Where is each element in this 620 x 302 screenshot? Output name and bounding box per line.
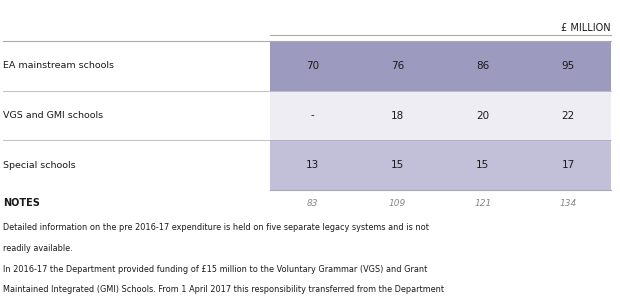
- Text: 18: 18: [391, 111, 404, 120]
- Text: In 2016-17 the Department provided funding of £15 million to the Voluntary Gramm: In 2016-17 the Department provided fundi…: [3, 265, 427, 274]
- Text: 17: 17: [562, 160, 575, 170]
- Text: 83: 83: [306, 199, 318, 208]
- Text: -: -: [311, 111, 314, 120]
- Bar: [270, 91, 611, 140]
- Text: Maintained Integrated (GMI) Schools. From 1 April 2017 this responsibility trans: Maintained Integrated (GMI) Schools. Fro…: [3, 285, 444, 294]
- Bar: [270, 140, 611, 190]
- Text: 13: 13: [306, 160, 319, 170]
- Text: 95: 95: [562, 61, 575, 71]
- Text: 15: 15: [476, 160, 489, 170]
- Text: 15: 15: [391, 160, 404, 170]
- Text: NOTES: NOTES: [3, 198, 40, 208]
- Text: 134: 134: [559, 199, 577, 208]
- Text: 22: 22: [562, 111, 575, 120]
- Text: Detailed information on the pre 2016-17 expenditure is held on five separate leg: Detailed information on the pre 2016-17 …: [3, 223, 429, 233]
- Text: £ MILLION: £ MILLION: [561, 23, 611, 33]
- Text: 86: 86: [476, 61, 489, 71]
- Text: 20: 20: [476, 111, 489, 120]
- Text: 70: 70: [306, 61, 319, 71]
- Text: EA mainstream schools: EA mainstream schools: [3, 61, 114, 70]
- Bar: [270, 41, 611, 91]
- Text: 109: 109: [389, 199, 406, 208]
- Text: VGS and GMI schools: VGS and GMI schools: [3, 111, 103, 120]
- Text: Special schools: Special schools: [3, 161, 76, 170]
- Text: readily available.: readily available.: [3, 244, 73, 253]
- Text: 76: 76: [391, 61, 404, 71]
- Text: 121: 121: [474, 199, 492, 208]
